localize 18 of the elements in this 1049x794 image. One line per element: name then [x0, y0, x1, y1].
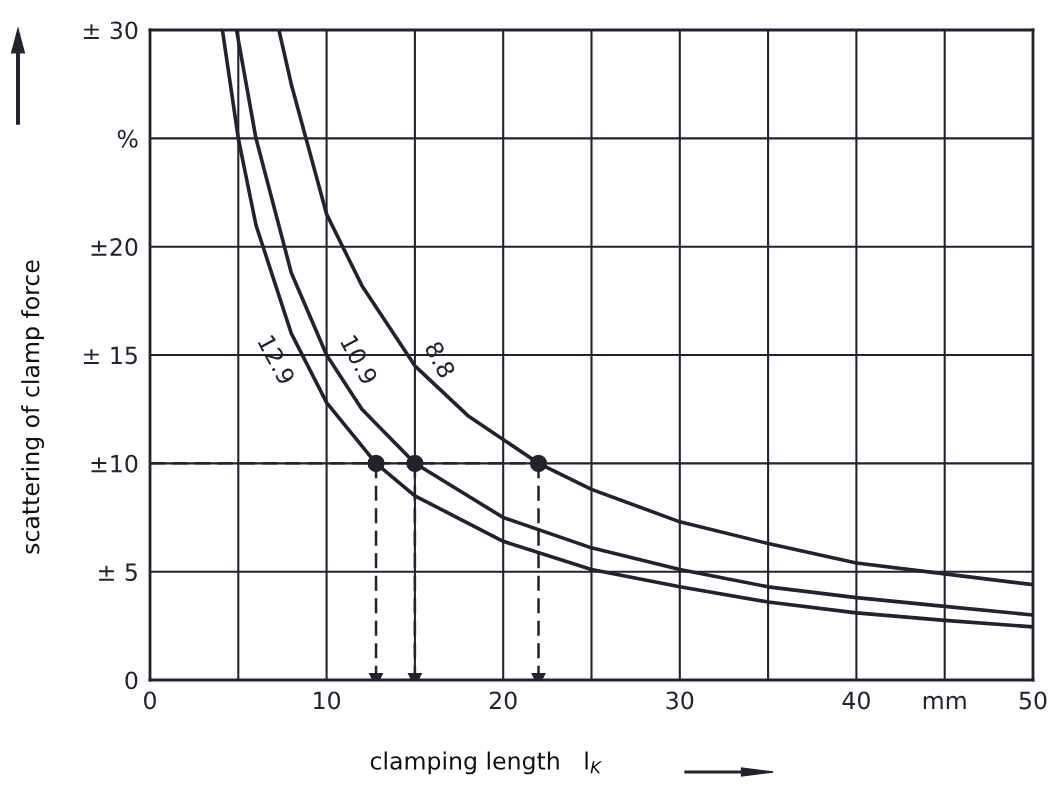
y-tick-label: ±20	[91, 238, 138, 256]
y-tick-label: ± 15	[84, 346, 137, 365]
y-axis-title: scattering of clamp force	[21, 260, 45, 554]
x-tick-label: mm	[923, 695, 966, 710]
y-tick-label: %	[117, 129, 138, 148]
x-tick-label: 40	[842, 691, 870, 710]
y-tick-label: ± 30	[84, 21, 138, 40]
x-tick-label: 20	[489, 691, 517, 710]
y-tick-label: ± 5	[99, 563, 137, 581]
y-tick-label: 0	[125, 671, 138, 690]
x-axis-title: clamping length l$_{K}$	[370, 751, 602, 775]
text: 10.9	[339, 334, 379, 386]
y-tick-label: ±10	[91, 454, 138, 473]
text: 12.9	[257, 334, 296, 386]
x-tick-label: 10	[314, 691, 341, 710]
x-tick-label: 50	[1019, 691, 1047, 710]
x-tick-label: 30	[666, 691, 694, 710]
x-tick-label: 0	[144, 691, 156, 710]
